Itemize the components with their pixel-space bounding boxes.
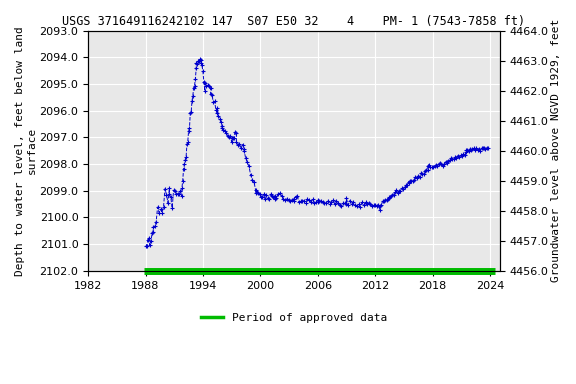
Title: USGS 371649116242102 147  S07 E50 32    4    PM- 1 (7543-7858 ft): USGS 371649116242102 147 S07 E50 32 4 PM…	[62, 15, 525, 28]
Y-axis label: Depth to water level, feet below land
surface: Depth to water level, feet below land su…	[15, 26, 37, 276]
Legend: Period of approved data: Period of approved data	[196, 309, 392, 328]
Y-axis label: Groundwater level above NGVD 1929, feet: Groundwater level above NGVD 1929, feet	[551, 19, 561, 282]
